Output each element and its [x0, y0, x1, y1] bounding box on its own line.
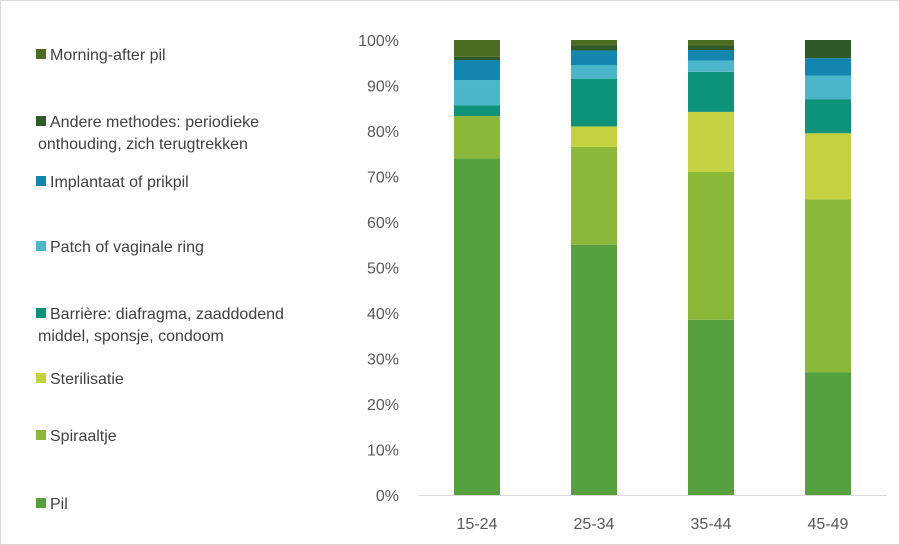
legend-swatch	[36, 308, 46, 318]
legend-swatch	[36, 49, 46, 59]
legend-swatch	[36, 373, 46, 383]
x-tick-label: 45-49	[808, 516, 849, 533]
bar-segment	[571, 50, 617, 66]
bar-segment	[571, 126, 617, 147]
legend-label: Implantaat of prikpil	[50, 174, 189, 191]
bar-segment	[805, 58, 851, 76]
bar-segment	[454, 56, 500, 61]
bar-segment	[454, 115, 500, 159]
legend-label-line: middel, sponsje, condoom	[38, 328, 224, 345]
bar-segment	[805, 99, 851, 134]
legend-swatch	[36, 241, 46, 251]
legend-label-line: onthouding, zich terugtrekken	[38, 136, 248, 153]
bar-segment	[688, 45, 734, 51]
x-tick-label: 15-24	[457, 516, 498, 533]
legend-label: Morning-after pil	[50, 47, 166, 64]
bar-segment	[805, 372, 851, 495]
y-axis: 0% 10% 20% 30% 40% 50% 60% 70% 80% 90% 100%	[358, 33, 399, 505]
legend-label: Sterilisatie	[50, 371, 124, 388]
y-tick-label: 50%	[367, 261, 399, 278]
y-tick-label: 100%	[358, 33, 399, 50]
bar-segment	[805, 199, 851, 373]
bar-segment	[688, 71, 734, 112]
bar-segment	[454, 40, 500, 57]
y-tick-label: 60%	[367, 215, 399, 232]
legend-label-line: Morning-after pil	[50, 47, 166, 64]
bar-segment	[688, 50, 734, 61]
legend-label-line: Patch of vaginale ring	[50, 239, 204, 256]
bar-segment	[571, 146, 617, 245]
bar-segment	[571, 78, 617, 127]
x-axis: 15-24 25-34 35-44 45-49	[457, 516, 849, 533]
bar-segment	[454, 105, 500, 116]
legend-label: Barrière: diafragma, zaaddodend middel, s…	[38, 306, 284, 345]
legend-swatch	[36, 430, 46, 440]
y-tick-label: 0%	[376, 488, 399, 505]
bar-segment	[688, 319, 734, 495]
bar-segment	[454, 60, 500, 81]
bar-segment	[688, 40, 734, 46]
y-tick-label: 20%	[367, 397, 399, 414]
legend: Morning-after pil Andere methodes: period…	[36, 47, 284, 513]
legend-swatch	[36, 176, 46, 186]
y-tick-label: 90%	[367, 79, 399, 96]
y-tick-label: 10%	[367, 443, 399, 460]
bar-segment	[454, 158, 500, 496]
bar-segment	[571, 244, 617, 495]
y-tick-label: 30%	[367, 352, 399, 369]
legend-label-line: Implantaat of prikpil	[50, 174, 189, 191]
bar-segment	[571, 45, 617, 51]
bars	[454, 40, 851, 496]
legend-label-line: Barrière: diafragma, zaaddodend	[50, 306, 284, 323]
bar-segment	[805, 133, 851, 200]
y-tick-label: 40%	[367, 306, 399, 323]
x-tick-label: 35-44	[691, 516, 732, 533]
bar-segment	[688, 111, 734, 172]
bar-segment	[571, 65, 617, 79]
legend-label-line: Pil	[50, 496, 68, 513]
legend-label: Pil	[50, 496, 68, 513]
legend-label-line: Spiraaltje	[50, 428, 117, 445]
y-tick-label: 70%	[367, 170, 399, 187]
legend-swatch	[36, 116, 46, 126]
bar-segment	[571, 40, 617, 46]
legend-swatch	[36, 498, 46, 508]
legend-label: Spiraaltje	[50, 428, 117, 445]
legend-label-line: Sterilisatie	[50, 371, 124, 388]
bar-segment	[454, 80, 500, 106]
bar-segment	[688, 171, 734, 320]
legend-label-line: Andere methodes: periodieke	[50, 114, 259, 131]
legend-label: Patch of vaginale ring	[50, 239, 204, 256]
legend-label: Andere methodes: periodieke onthouding, z…	[38, 114, 259, 153]
bar-segment	[805, 75, 851, 100]
x-tick-label: 25-34	[574, 516, 615, 533]
bar-segment	[688, 60, 734, 72]
bar-segment	[805, 40, 851, 59]
y-tick-label: 80%	[367, 124, 399, 141]
